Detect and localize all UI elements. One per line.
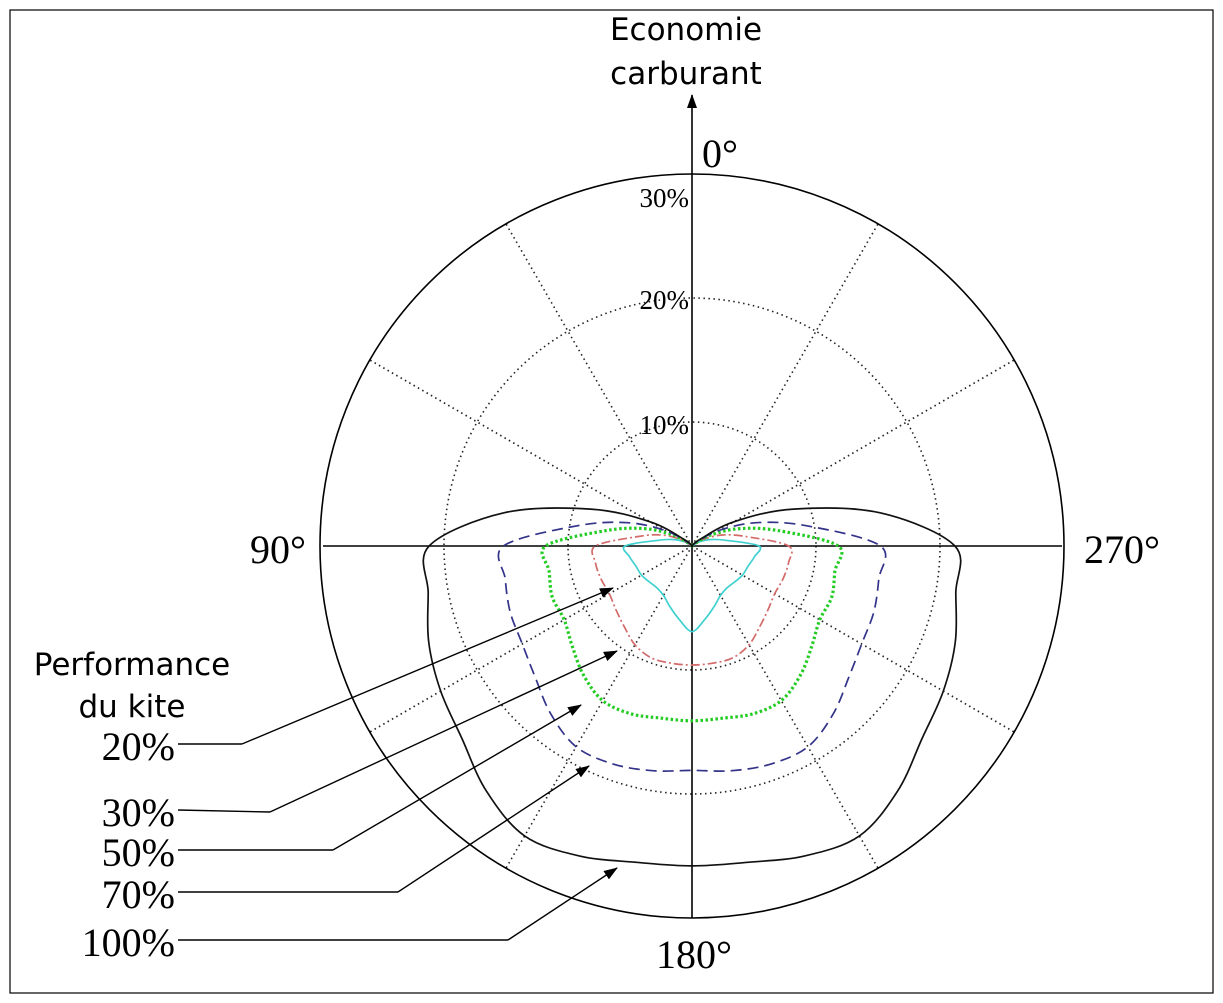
legend-entry-70: 70%: [102, 872, 175, 917]
series-20-curve: [622, 538, 762, 633]
series-30-curve: [591, 533, 793, 666]
legend-leaders: [177, 587, 618, 941]
legend-entry-50: 50%: [102, 830, 175, 875]
radial-tick-label-30: 30%: [640, 183, 690, 213]
legend-entry-20: 20%: [102, 724, 175, 769]
series-100-curve: [422, 507, 962, 867]
grid-spoke-240: [691, 545, 1015, 733]
radial-axis-label-line-1: Economie: [610, 12, 762, 48]
series-70-curve: [497, 521, 887, 772]
grid-spoke-300: [691, 359, 1015, 547]
angle-label-90: 90°: [250, 527, 306, 572]
leader-line-3-arrow: [397, 765, 590, 893]
legend-title-line-2: du kite: [79, 689, 186, 725]
radial-tick-label-20: 20%: [640, 285, 690, 315]
leader-line-1-arrow: [269, 650, 618, 813]
legend-title-line-1: Performance: [34, 647, 230, 683]
grid-spoke-150: [505, 545, 693, 869]
angle-label-0: 0°: [702, 131, 738, 176]
angle-label-270: 270°: [1084, 527, 1160, 572]
legend-entry-100: 100%: [82, 920, 175, 965]
leader-line-1-horizontal: [177, 809, 271, 813]
grid-spoke-330: [691, 223, 879, 547]
grid-spoke-60: [369, 359, 693, 547]
radial-tick-label-10: 10%: [640, 410, 690, 440]
series-50-curve: [540, 526, 844, 723]
leader-line-2-arrow: [332, 704, 582, 851]
leader-line-4-arrow: [507, 867, 618, 941]
angle-label-180: 180°: [656, 932, 732, 977]
grid-spoke-30: [505, 223, 693, 547]
series-group: [422, 507, 962, 867]
leader-line-0-arrow: [241, 587, 614, 745]
grid-spoke-210: [691, 545, 879, 869]
radial-axis-label-line-2: carburant: [610, 56, 762, 92]
legend-entry-30: 30%: [102, 790, 175, 835]
chart-frame: [9, 9, 1214, 994]
grid-spoke-120: [369, 545, 693, 733]
